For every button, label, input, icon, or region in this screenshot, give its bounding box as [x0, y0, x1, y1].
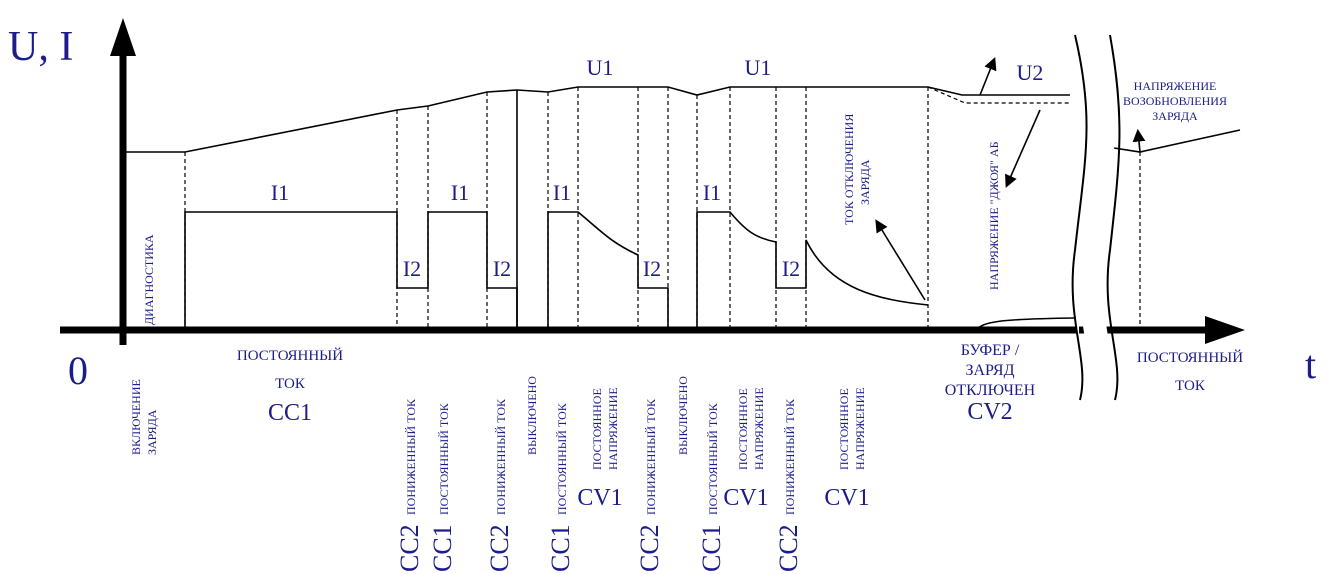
current-label: I1	[703, 180, 721, 205]
stage-code: CC2	[395, 524, 424, 572]
origin-label: 0	[68, 348, 88, 393]
stage-text: ВЫКЛЮЧЕНО	[676, 376, 690, 455]
stage-text: ОТКЛЮЧЕН	[945, 382, 1036, 399]
stage-text: ТОК	[275, 376, 306, 392]
stage-text: ПОСТОЯННОЕ	[590, 388, 604, 470]
stage-text: ЗАРЯДА	[145, 409, 159, 455]
note: ЗАРЯДА	[858, 159, 872, 205]
stage-text: ПОСТОЯННОЕ	[837, 388, 851, 470]
x-axis-label: t	[1305, 342, 1316, 387]
stage-code: CC1	[268, 400, 312, 426]
stage-code: CC1	[546, 524, 575, 572]
stage-text: ПОСТОЯННЫЙ	[1137, 349, 1243, 366]
stage-code: CC1	[428, 524, 457, 572]
stage-text: ПОСТОЯННЫЙ ТОК	[706, 402, 720, 515]
note: НАПРЯЖЕНИЕ "ДЖОЯ" АБ	[987, 141, 1001, 290]
voltage-label: U1	[587, 55, 614, 80]
reduced-current-label: I2	[643, 256, 661, 281]
stage-code: CC2	[635, 524, 664, 572]
voltage-label: U1	[745, 55, 772, 80]
stage-text: БУФЕР /	[961, 342, 1020, 359]
stage-code: CC2	[485, 524, 514, 572]
stage-text: ПОНИЖЕННЫЙ ТОК	[783, 398, 797, 515]
voltage-label: U2	[1017, 60, 1044, 85]
stage-code: CC2	[774, 524, 803, 572]
stage-text: ПОСТОЯННЫЙ ТОК	[437, 402, 451, 515]
note: НАПРЯЖЕНИЕ	[1134, 79, 1217, 93]
current-label: I1	[271, 180, 289, 205]
stage-text: ПОНИЖЕННЫЙ ТОК	[494, 398, 508, 515]
stage-code: CV1	[824, 485, 869, 511]
note: ВОЗОБНОВЛЕНИЯ	[1123, 94, 1227, 108]
stage-text: ВКЛЮЧЕНИЕ	[129, 379, 143, 455]
reduced-current-label: I2	[403, 256, 421, 281]
note: ТОК ОТКЛЮЧЕНИЯ	[842, 114, 856, 225]
stage-text: НАПРЯЖЕНИЕ	[853, 387, 867, 470]
stage-text: ПОСТОЯННЫЙ	[237, 347, 343, 364]
stage-code: CV2	[967, 399, 1012, 425]
graph-lines	[60, 18, 1245, 401]
stage-text: ПОНИЖЕННЫЙ ТОК	[644, 398, 658, 515]
stage-code: CC1	[697, 524, 726, 572]
y-axis-label: U, I	[8, 24, 73, 70]
note: ДИАГНОСТИКА	[142, 234, 156, 325]
current-label: I1	[451, 180, 469, 205]
stage-code: CV1	[723, 485, 768, 511]
stage-text: ТОК	[1175, 378, 1206, 394]
stage-text: ПОСТОЯННЫЙ ТОК	[555, 402, 569, 515]
stage-text: НАПРЯЖЕНИЕ	[752, 387, 766, 470]
stage-text: ПОНИЖЕННЫЙ ТОК	[404, 398, 418, 515]
current-label: I1	[553, 180, 571, 205]
stage-text: НАПРЯЖЕНИЕ	[606, 387, 620, 470]
reduced-current-label: I2	[782, 256, 800, 281]
stage-text: ПОСТОЯННОЕ	[736, 388, 750, 470]
note: ЗАРЯДА	[1152, 109, 1198, 123]
stage-code: CV1	[577, 485, 622, 511]
reduced-current-label: I2	[493, 256, 511, 281]
stage-text: ВЫКЛЮЧЕНО	[525, 376, 539, 455]
stage-text: ЗАРЯД	[965, 362, 1014, 379]
